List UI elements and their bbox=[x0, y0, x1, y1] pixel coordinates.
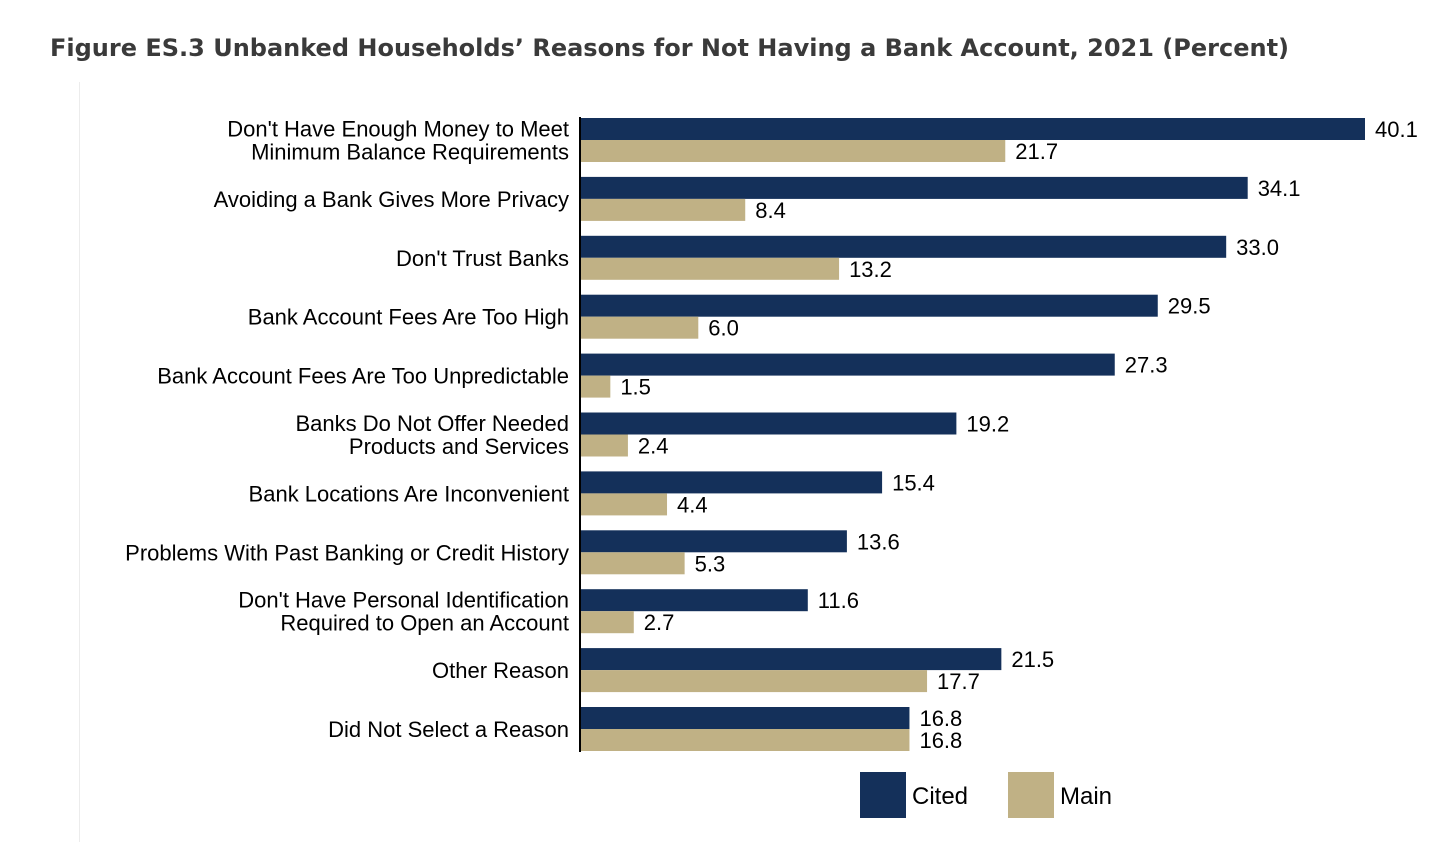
category-label-2: Don't Trust Banks bbox=[396, 246, 569, 271]
bar-cited-4 bbox=[581, 353, 1115, 376]
category-label-3: Bank Account Fees Are Too High bbox=[248, 305, 569, 330]
value-label-main-2: 13.2 bbox=[849, 257, 892, 282]
bar-main-0 bbox=[581, 140, 1006, 162]
legend-label-cited: Cited bbox=[912, 783, 968, 810]
value-label-main-1: 8.4 bbox=[755, 198, 786, 223]
bar-cited-3 bbox=[581, 294, 1158, 317]
bar-cited-5 bbox=[581, 412, 957, 435]
value-label-cited-0: 40.1 bbox=[1375, 117, 1418, 142]
value-label-main-6: 4.4 bbox=[677, 492, 708, 517]
category-label-8: Required to Open an Account bbox=[280, 611, 569, 636]
category-label-8: Don't Have Personal Identification bbox=[238, 588, 569, 613]
value-label-cited-6: 15.4 bbox=[892, 470, 935, 495]
bar-main-1 bbox=[581, 198, 746, 221]
bar-cited-10 bbox=[581, 707, 910, 729]
bars-group bbox=[581, 118, 1365, 751]
value-label-main-8: 2.7 bbox=[644, 610, 675, 635]
value-label-cited-7: 13.6 bbox=[857, 529, 900, 554]
value-label-cited-8: 11.6 bbox=[818, 588, 859, 613]
value-labels: 40.1 21.7 34.1 8.4 33.0 13.2 29.5 6.0 27.3 1.5 19.… bbox=[620, 117, 1418, 753]
legend-swatch-cited bbox=[860, 772, 906, 818]
value-label-cited-1: 34.1 bbox=[1258, 176, 1301, 201]
bar-main-3 bbox=[581, 316, 699, 339]
value-label-main-7: 5.3 bbox=[695, 551, 726, 576]
divider bbox=[79, 82, 80, 842]
category-label-5: Banks Do Not Offer Needed bbox=[295, 411, 569, 436]
bar-main-10 bbox=[581, 729, 910, 751]
value-label-cited-9: 21.5 bbox=[1011, 647, 1054, 672]
category-label-5: Products and Services bbox=[349, 434, 569, 459]
value-label-main-0: 21.7 bbox=[1015, 139, 1058, 164]
value-label-cited-3: 29.5 bbox=[1168, 294, 1211, 319]
bar-main-9 bbox=[581, 670, 928, 693]
category-label-1: Avoiding a Bank Gives More Privacy bbox=[214, 187, 569, 212]
legend: Cited Main bbox=[860, 772, 1112, 818]
category-label-0: Minimum Balance Requirements bbox=[251, 140, 569, 165]
bar-main-2 bbox=[581, 257, 840, 280]
category-label-6: Bank Locations Are Inconvenient bbox=[249, 481, 569, 506]
value-label-main-3: 6.0 bbox=[708, 316, 739, 341]
bar-main-7 bbox=[581, 552, 685, 575]
value-label-cited-2: 33.0 bbox=[1236, 235, 1279, 260]
bar-main-5 bbox=[581, 434, 628, 457]
bar-cited-2 bbox=[581, 235, 1227, 258]
bar-cited-8 bbox=[581, 589, 808, 612]
value-label-main-10: 16.8 bbox=[919, 728, 962, 753]
bar-cited-0 bbox=[581, 118, 1365, 140]
legend-label-main: Main bbox=[1060, 783, 1112, 810]
bar-main-8 bbox=[581, 611, 634, 634]
bar-cited-9 bbox=[581, 648, 1002, 671]
value-label-cited-10: 16.8 bbox=[919, 706, 962, 731]
bar-cited-7 bbox=[581, 530, 847, 553]
category-label-7: Problems With Past Banking or Credit His… bbox=[125, 540, 569, 565]
bar-cited-1 bbox=[581, 176, 1248, 199]
chart-title: Figure ES.3 Unbanked Households’ Reasons… bbox=[50, 34, 1290, 62]
bar-main-4 bbox=[581, 375, 611, 398]
bar-main-6 bbox=[581, 493, 668, 516]
value-label-cited-5: 19.2 bbox=[966, 412, 1009, 437]
category-label-0: Don't Have Enough Money to Meet bbox=[227, 117, 569, 142]
legend-swatch-main bbox=[1008, 772, 1054, 818]
value-label-main-4: 1.5 bbox=[620, 375, 651, 400]
value-label-cited-4: 27.3 bbox=[1125, 353, 1168, 378]
category-label-9: Other Reason bbox=[432, 658, 569, 683]
value-label-main-9: 17.7 bbox=[937, 669, 980, 694]
category-label-4: Bank Account Fees Are Too Unpredictable bbox=[157, 364, 569, 389]
value-label-main-5: 2.4 bbox=[638, 434, 669, 459]
bar-cited-6 bbox=[581, 471, 883, 494]
category-label-10: Did Not Select a Reason bbox=[328, 717, 569, 742]
